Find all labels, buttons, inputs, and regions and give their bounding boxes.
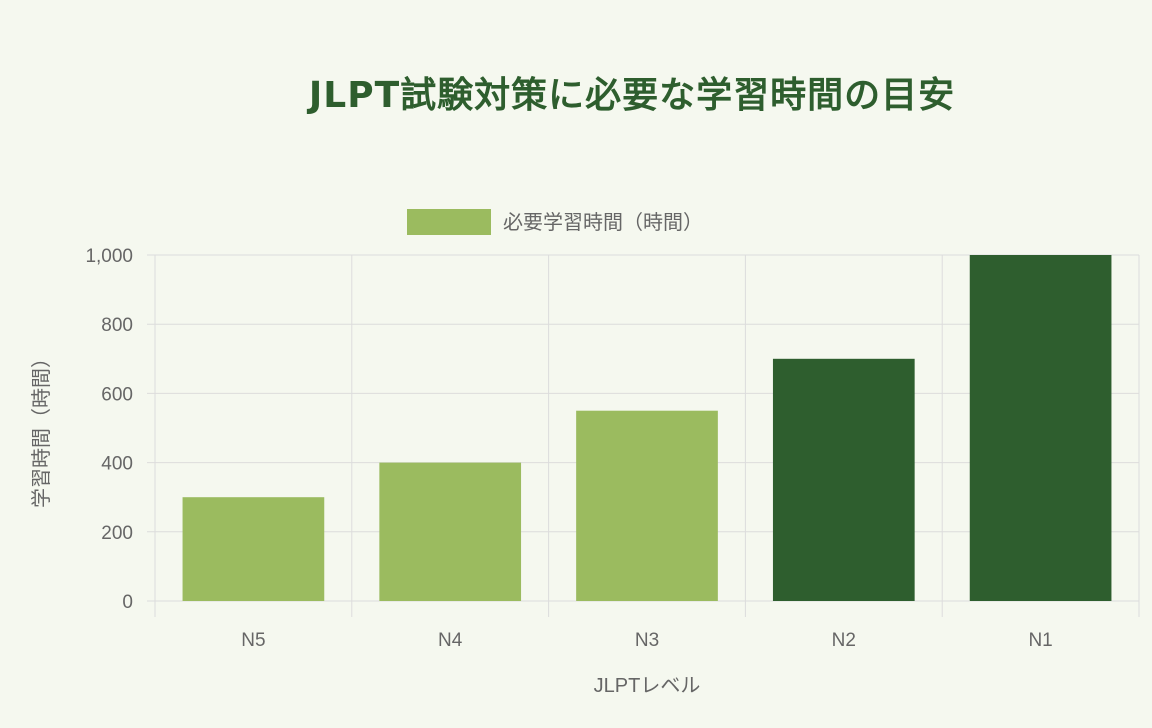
x-tick-label: N4 xyxy=(438,630,463,651)
y-tick-label: 200 xyxy=(101,523,133,544)
x-axis-label: JLPTレベル xyxy=(594,675,701,697)
y-tick-label: 800 xyxy=(101,315,133,336)
bar-n2 xyxy=(772,358,915,601)
chart-title: JLPT試験対策に必要な学習時間の目安 xyxy=(308,75,956,116)
y-tick-label: 600 xyxy=(101,384,133,405)
x-tick-label: N3 xyxy=(635,630,659,651)
x-tick-label: N5 xyxy=(241,630,265,651)
legend-label: 必要学習時間（時間） xyxy=(503,211,703,234)
y-axis-label: 学習時間（時間） xyxy=(30,348,53,508)
x-tick-label: N1 xyxy=(1028,630,1052,651)
legend-swatch xyxy=(407,209,491,235)
bar-n5 xyxy=(182,497,325,601)
y-tick-label: 0 xyxy=(122,592,133,613)
bar-n1 xyxy=(969,255,1112,601)
bar-n3 xyxy=(576,410,718,601)
y-tick-label: 1,000 xyxy=(85,246,133,267)
y-tick-label: 400 xyxy=(101,454,133,475)
bar-n4 xyxy=(379,462,522,601)
x-tick-label: N2 xyxy=(832,630,856,651)
